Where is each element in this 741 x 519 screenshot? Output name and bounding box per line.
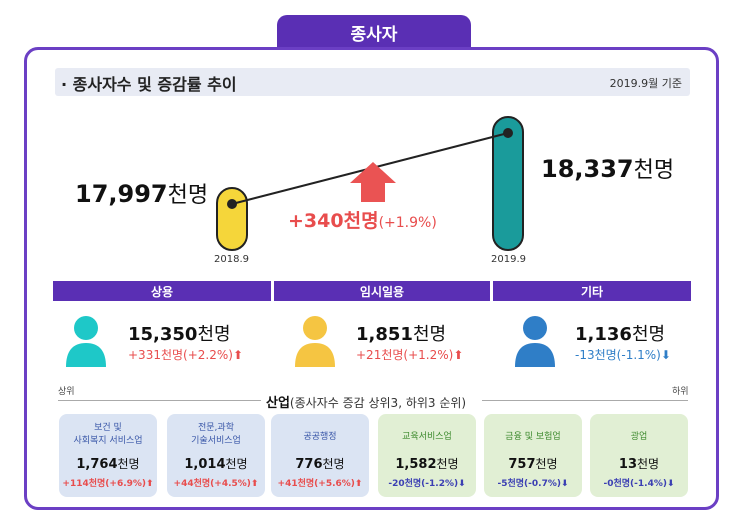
industry-title: 산업 <box>266 396 290 411</box>
regular-value-number: 15,350 <box>128 324 198 345</box>
person-icon <box>295 316 335 367</box>
temporary-value-number: 1,851 <box>356 324 413 345</box>
section-header: · 종사자수 및 증감률 추이 2019.9월 기준 <box>55 68 690 96</box>
industry-card: 교육서비스업 1,582천명 -20천명(-1.2%)⬇ <box>378 414 476 497</box>
industry-heading: 산업(종사자수 증감 상위3, 하위3 순위) <box>266 392 466 411</box>
industry-value: 1,582천명 <box>378 455 476 472</box>
category-header-temporary: 임시일용 <box>274 281 490 301</box>
person-icon <box>515 316 555 367</box>
total-change-rate: (+1.9%) <box>378 215 437 231</box>
industry-card: 공공행정 776천명 +41천명(+5.6%)⬆ <box>271 414 369 497</box>
other-workers-change: -13천명(-1.1%)⬇ <box>575 346 671 363</box>
industry-value-unit: 천명 <box>322 457 345 471</box>
year-label-2018: 2018.9 <box>214 254 249 265</box>
industry-card: 보건 및 사회복지 서비스업 1,764천명 +114천명(+6.9%)⬆ <box>59 414 157 497</box>
temporary-workers-change: +21천명(+1.2%)⬆ <box>356 346 463 363</box>
industry-value: 776천명 <box>271 455 369 472</box>
regular-workers-value: 15,350천명 <box>128 320 231 346</box>
temporary-change-text: +21천명(+1.2%) <box>356 348 454 362</box>
other-workers-value: 1,136천명 <box>575 320 665 346</box>
industry-value-unit: 천명 <box>637 457 660 471</box>
section-title: · 종사자수 및 증감률 추이 <box>61 75 237 94</box>
industry-value-unit: 천명 <box>436 457 459 471</box>
industry-value: 757천명 <box>484 455 582 472</box>
up-arrow-icon: ⬆ <box>453 348 464 362</box>
industry-value-unit: 천명 <box>117 457 140 471</box>
industry-value-number: 1,014 <box>184 457 226 472</box>
industry-value-unit: 천명 <box>225 457 248 471</box>
value-2019-number: 18,337 <box>541 155 634 183</box>
industry-card: 광업 13천명 -0천명(-1.4%)⬇ <box>590 414 688 497</box>
industry-change: +44천명(+4.5%)⬆ <box>173 479 259 489</box>
value-2019: 18,337천명 <box>541 152 674 184</box>
industry-subtitle: (종사자수 증감 상위3, 하위3 순위) <box>289 396 467 410</box>
year-label-2019: 2019.9 <box>491 254 526 265</box>
total-change-value: +340 <box>288 210 344 232</box>
total-change-unit: 천명 <box>343 210 379 232</box>
category-header-regular: 상용 <box>53 281 271 301</box>
industry-name: 전문,과학 기술서비스업 <box>191 423 241 446</box>
industry-change: +114천명(+6.9%)⬆ <box>62 479 154 489</box>
total-change: +340천명(+1.9%) <box>288 206 437 233</box>
industry-card: 전문,과학 기술서비스업 1,014천명 +44천명(+4.5%)⬆ <box>167 414 265 497</box>
industry-value-unit: 천명 <box>535 457 558 471</box>
industry-name: 교육서비스업 <box>402 432 452 442</box>
industry-change: -0천명(-1.4%)⬇ <box>603 479 675 489</box>
industry-change: -5천명(-0.7%)⬇ <box>497 479 569 489</box>
industry-value: 13천명 <box>590 455 688 472</box>
industry-value-number: 757 <box>508 457 536 472</box>
other-change-text: -13천명(-1.1%) <box>575 348 661 362</box>
industry-name: 공공행정 <box>303 432 337 442</box>
industry-value-number: 1,582 <box>395 457 437 472</box>
divider-right <box>482 400 688 401</box>
industry-value-number: 1,764 <box>76 457 118 472</box>
down-arrow-icon: ⬇ <box>660 348 671 362</box>
other-value-number: 1,136 <box>575 324 632 345</box>
category-header-other: 기타 <box>493 281 691 301</box>
value-2019-unit: 천명 <box>633 158 675 183</box>
value-2018: 17,997천명 <box>75 177 208 209</box>
reference-date: 2019.9월 기준 <box>609 77 682 90</box>
regular-workers-change: +331천명(+2.2%)⬆ <box>128 346 243 363</box>
industry-value-number: 13 <box>618 457 637 472</box>
page-tab-title: 종사자 <box>277 15 471 49</box>
divider-left <box>58 400 261 401</box>
other-value-unit: 천명 <box>631 324 666 345</box>
industry-value-number: 776 <box>295 457 323 472</box>
temporary-value-unit: 천명 <box>412 324 447 345</box>
industry-name: 금융 및 보험업 <box>505 432 561 442</box>
regular-change-text: +331천명(+2.2%) <box>128 348 233 362</box>
temporary-workers-value: 1,851천명 <box>356 320 446 346</box>
industry-value: 1,764천명 <box>59 455 157 472</box>
industry-change: +41천명(+5.6%)⬆ <box>277 479 363 489</box>
industry-name: 광업 <box>630 432 648 442</box>
industry-card: 금융 및 보험업 757천명 -5천명(-0.7%)⬇ <box>484 414 582 497</box>
top-rank-label: 상위 <box>58 387 75 397</box>
value-2018-unit: 천명 <box>167 183 209 208</box>
industry-value: 1,014천명 <box>167 455 265 472</box>
bottom-rank-label: 하위 <box>672 387 689 397</box>
up-arrow-icon: ⬆ <box>232 348 244 362</box>
regular-value-unit: 천명 <box>197 324 231 345</box>
value-2018-number: 17,997 <box>75 180 168 208</box>
industry-change: -20천명(-1.2%)⬇ <box>388 479 466 489</box>
person-icon <box>66 316 106 367</box>
industry-name: 보건 및 사회복지 서비스업 <box>73 423 143 446</box>
